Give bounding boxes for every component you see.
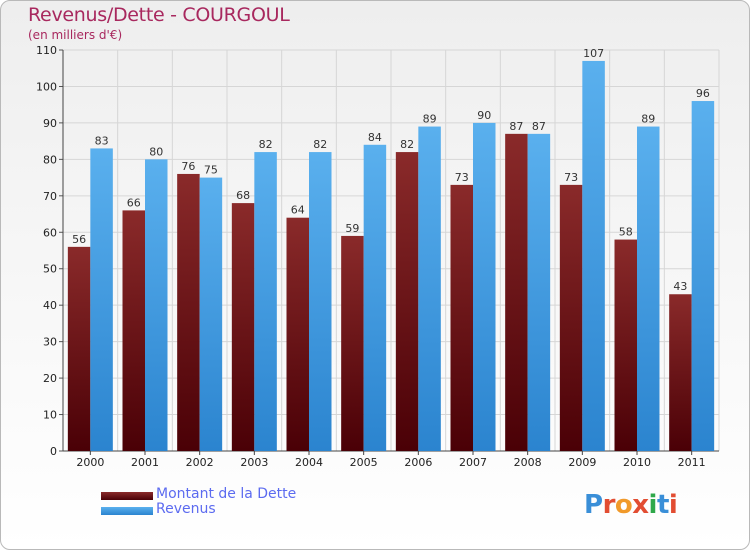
y-tick-label: 100 [36,80,57,93]
bar-revenus [90,148,113,451]
bar-dette [177,173,200,452]
bar-dette [122,210,145,451]
x-tick-label: 2006 [404,456,432,469]
data-label: 82 [259,138,273,151]
bar-dette [505,133,528,451]
data-labels: 56 83 66 80 76 75 68 82 64 82 59 84 82 89 73 90 87 87 73 10… [72,47,710,293]
bar-dette [341,235,364,451]
y-tick-label: 50 [43,263,57,276]
bar-dette [286,217,309,451]
axes: 0 10 20 30 40 50 60 70 80 90 100 110 2000 2001 2002 200… [36,44,719,469]
logo-letter: r [602,490,616,520]
data-label: 43 [673,280,687,293]
data-label: 56 [72,233,86,246]
x-tick-label: 2000 [76,456,104,469]
x-tick-label: 2004 [295,456,323,469]
data-label: 75 [204,164,218,177]
logo-letter: x [632,490,649,520]
data-label: 87 [532,120,546,133]
bar-dette [67,246,91,451]
data-label: 64 [291,204,305,217]
data-label: 68 [236,189,250,202]
data-label: 96 [696,87,710,100]
bar-dette [669,294,692,451]
x-tick-label: 2005 [350,456,378,469]
bar-revenus [527,133,551,451]
data-label: 89 [641,113,655,126]
y-tick-label: 70 [43,190,57,203]
bar-revenus [473,122,496,451]
bar-revenus [199,177,223,451]
legend-swatch-dette [101,492,153,500]
bar-dette [450,184,473,451]
data-label: 59 [345,222,359,235]
data-label: 80 [149,145,163,158]
x-tick-label: 2010 [623,456,651,469]
legend-label-revenus: Revenus [156,501,216,517]
bar-revenus [418,126,441,452]
bar-revenus [309,152,332,451]
data-label: 83 [95,134,109,147]
logo-letter: t [656,490,669,520]
y-tick-label: 90 [43,117,57,130]
x-tick-label: 2008 [514,456,542,469]
data-label: 66 [127,196,141,209]
y-tick-label: 0 [50,445,57,458]
bar-revenus [254,152,277,451]
logo-letter: P [584,490,603,520]
y-tick-label: 110 [36,44,57,57]
data-label: 90 [477,109,491,122]
x-tick-label: 2011 [678,456,706,469]
legend-label-dette: Montant de la Dette [156,486,297,502]
bar-dette [614,239,637,451]
logo-letter: i [648,490,658,520]
data-label: 58 [619,226,633,239]
legend-swatch-revenus [101,507,153,515]
bar-revenus [582,60,605,451]
logo-letter: i [668,490,678,520]
data-label: 89 [423,113,437,126]
chart-subtitle: (en milliers d'€) [28,28,123,42]
bar-dette [231,203,255,451]
proxiti-logo: Proxiti [584,490,678,520]
bar-revenus [145,159,168,451]
x-tick-label: 2002 [186,456,214,469]
y-tick-label: 10 [43,409,57,422]
bar-dette [559,184,583,451]
x-tick-label: 2007 [459,456,487,469]
y-tick-label: 80 [43,153,57,166]
bar-revenus [363,144,387,452]
y-tick-label: 30 [43,336,57,349]
data-label: 76 [181,160,195,173]
x-tick-label: 2003 [240,456,268,469]
y-tick-label: 40 [43,299,57,312]
y-tick-label: 60 [43,226,57,239]
data-label: 73 [455,171,469,184]
data-label: 84 [368,131,382,144]
bar-dette [395,152,419,451]
grid-lines [62,49,720,452]
x-tick-label: 2009 [568,456,596,469]
bar-revenus [691,101,715,451]
data-label: 73 [564,171,578,184]
data-label: 87 [509,120,523,133]
x-tick-label: 2001 [131,456,159,469]
data-label: 107 [583,47,604,60]
bar-revenus [637,126,660,452]
bars [67,60,715,452]
logo-letter: o [614,490,633,520]
y-tick-label: 20 [43,372,57,385]
chart-title: Revenus/Dette - COURGOUL [28,4,290,26]
data-label: 82 [313,138,327,151]
data-label: 82 [400,138,414,151]
